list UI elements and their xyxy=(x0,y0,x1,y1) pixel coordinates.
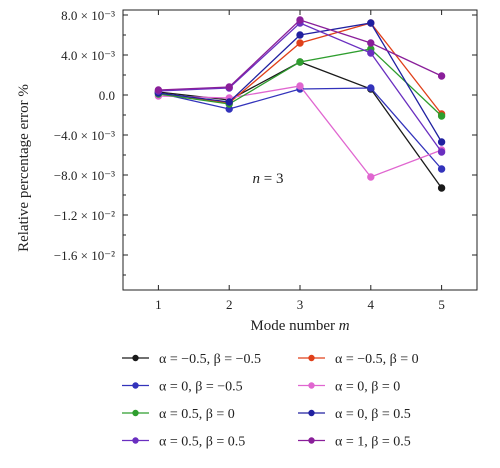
legend-label: α = 1, β = 0.5 xyxy=(335,435,411,450)
x-axis: 1 2 3 4 5 xyxy=(155,10,445,312)
data-point xyxy=(296,31,304,39)
y-tick-label: −4.0 × 10⁻³ xyxy=(54,128,115,143)
legend-label: α = 0.5, β = 0.5 xyxy=(159,435,245,450)
plot-frame xyxy=(122,9,478,291)
data-point xyxy=(154,86,163,94)
y-tick-label: 8.0 × 10⁻³ xyxy=(61,8,115,23)
legend-swatch-marker xyxy=(308,382,315,389)
x-tick-label: 2 xyxy=(226,297,233,312)
data-point xyxy=(367,84,375,92)
x-tick-label: 4 xyxy=(368,297,375,312)
data-point xyxy=(367,19,375,27)
y-axis: 8.0 × 10⁻³ 4.0 × 10⁻³ 0.0 −4.0 × 10⁻³ −8.0 ×… xyxy=(54,8,477,276)
legend-swatch-marker xyxy=(308,354,315,362)
y-tick-label: −1.2 × 10⁻² xyxy=(54,208,115,223)
x-tick-label: 3 xyxy=(297,297,304,312)
data-point xyxy=(296,39,304,47)
x-axis-label: Mode number m xyxy=(250,318,349,334)
legend-swatch-marker xyxy=(308,409,315,417)
data-point xyxy=(437,165,446,173)
series-line xyxy=(158,19,442,91)
data-point xyxy=(437,72,446,80)
legend-swatch-marker xyxy=(132,409,139,417)
data-point xyxy=(437,138,446,146)
legend-label: α = 0, β = 0 xyxy=(335,380,400,395)
y-tick-label: −1.6 × 10⁻² xyxy=(54,248,115,263)
series-8 xyxy=(154,16,446,94)
legend-swatch-marker xyxy=(132,382,139,389)
legend-item: α = 0, β = 0 xyxy=(298,380,400,395)
legend-item: α = 0.5, β = 0 xyxy=(122,407,235,422)
legend-item: α = 0.5, β = 0.5 xyxy=(122,435,245,450)
data-point xyxy=(225,98,233,106)
legend-label: α = 0, β = 0.5 xyxy=(335,407,411,422)
y-axis-label: Relative percentage error % xyxy=(16,84,32,252)
series-layer xyxy=(154,16,446,192)
data-point xyxy=(367,39,375,47)
data-point xyxy=(367,173,375,181)
data-point xyxy=(225,83,233,91)
data-point xyxy=(296,16,304,24)
annotation-n-equals-3: n = 3 xyxy=(253,171,284,187)
legend-label: α = −0.5, β = 0 xyxy=(335,352,419,367)
plot-area xyxy=(122,9,478,291)
legend-label: α = 0, β = −0.5 xyxy=(159,380,243,395)
data-point xyxy=(437,184,446,192)
data-point xyxy=(437,112,446,120)
data-point xyxy=(296,82,304,90)
legend: α = −0.5, β = −0.5 α = −0.5, β = 0 α = 0, … xyxy=(122,352,419,450)
legend-item: α = 0, β = −0.5 xyxy=(122,380,243,395)
series-line xyxy=(158,61,443,189)
data-point xyxy=(296,58,304,66)
legend-item: α = −0.5, β = −0.5 xyxy=(122,352,261,367)
x-tick-label: 1 xyxy=(155,297,162,312)
data-point xyxy=(437,148,446,156)
y-tick-label: −8.0 × 10⁻³ xyxy=(54,168,115,183)
data-point xyxy=(367,49,375,57)
legend-item: α = −0.5, β = 0 xyxy=(298,352,419,367)
legend-swatch-marker xyxy=(132,437,139,444)
legend-item: α = 0, β = 0.5 xyxy=(298,407,411,422)
legend-swatch-marker xyxy=(132,354,139,362)
y-tick-label: 4.0 × 10⁻³ xyxy=(61,48,115,63)
legend-swatch-marker xyxy=(308,437,315,444)
y-tick-label: 0.0 xyxy=(99,88,115,103)
x-tick-label: 5 xyxy=(438,297,445,312)
legend-label: α = −0.5, β = −0.5 xyxy=(159,352,261,367)
legend-item: α = 1, β = 0.5 xyxy=(298,435,411,450)
legend-label: α = 0.5, β = 0 xyxy=(159,407,235,422)
